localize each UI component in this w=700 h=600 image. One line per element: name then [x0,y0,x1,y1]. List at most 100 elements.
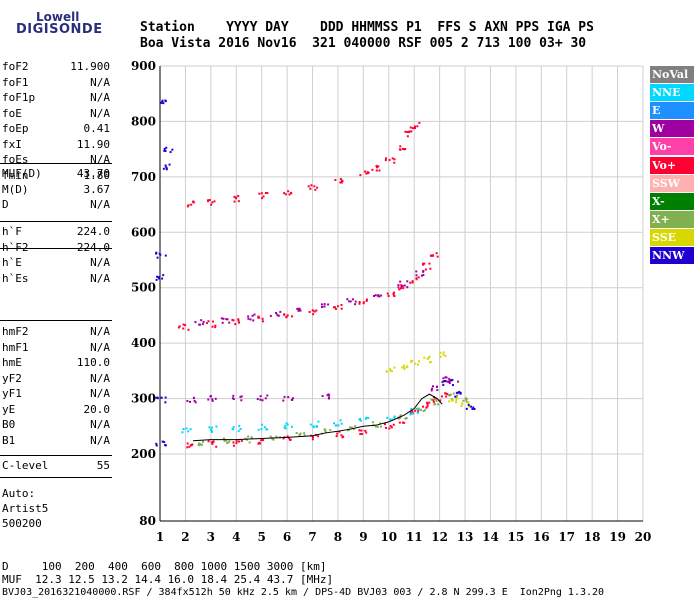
data-point [339,177,342,180]
data-point [297,309,300,312]
data-point [264,192,267,195]
param-row: hmF1 N/A [2,341,110,356]
param-name: hmF2 [2,325,29,338]
data-point [210,429,213,432]
data-point [441,381,444,384]
data-point [303,434,306,437]
data-point [367,171,370,174]
param-row: h`F 224.0 [2,225,110,240]
data-point [309,423,312,426]
data-point [165,146,168,149]
param-value: 43.70 [76,167,110,180]
param-name: foEs [2,153,29,166]
data-point [286,314,289,317]
data-point [409,413,412,416]
data-point [215,425,218,428]
data-point [188,445,191,448]
data-point [287,396,290,399]
param-name: fxI [2,137,22,151]
data-point [181,431,184,434]
param-separator [0,163,112,164]
data-point [164,99,167,102]
data-point [416,363,419,366]
data-point [328,394,331,397]
data-point [264,426,267,429]
data-point [415,407,418,410]
param-name: foF1p [2,91,36,104]
data-point [284,424,287,427]
data-point [161,277,164,280]
param-value: 224.0 [76,225,110,238]
data-point [422,269,425,272]
param-separator [0,221,112,222]
data-point [403,366,406,369]
x-tick-label: 4 [232,530,240,544]
data-point [410,360,413,363]
data-point [286,435,289,438]
data-point [397,284,400,287]
data-point [164,254,167,257]
data-point [161,99,164,102]
data-point [187,328,190,331]
data-point [214,397,217,400]
param-row: M(D) 3.67 [2,183,110,198]
data-point [291,397,294,400]
data-point [253,313,256,316]
data-point [366,298,369,301]
trace-line [193,393,443,442]
param-name: yE [2,402,16,416]
logo-line1: Lowell [36,10,80,24]
data-point [323,305,326,308]
data-point [264,397,267,400]
data-point [211,320,214,323]
data-point [430,398,433,401]
data-point [290,425,293,428]
data-point [266,192,269,195]
data-point [178,325,181,328]
data-point [445,380,448,383]
data-point [214,326,217,329]
param-value: N/A [90,371,110,385]
data-point [439,399,442,402]
data-point [164,164,167,167]
param-row: B1 N/A [2,434,110,449]
data-point [247,315,250,318]
data-point [288,193,291,196]
legend-item: W [650,120,694,138]
x-tick-label: 6 [283,530,291,544]
param-value: N/A [90,325,110,338]
data-point [417,410,420,413]
data-point [194,401,197,404]
data-point [271,437,274,440]
data-point [324,429,327,432]
data-point [393,291,396,294]
data-point [164,396,167,399]
data-point [288,437,291,440]
param-value: 224.0 [76,240,110,254]
data-point [251,314,254,317]
data-point [410,407,413,410]
data-point [385,426,388,429]
data-point [385,157,388,160]
data-point [158,252,161,255]
data-point [186,446,189,449]
x-tick-label: 14 [482,530,499,544]
data-point [427,356,430,359]
data-point [314,188,317,191]
data-point [237,200,240,203]
data-point [207,320,210,323]
y-tick-label: 300 [131,392,156,406]
param-value: N/A [90,256,110,269]
footer-file-info: BVJ03_2016321040000.RSF / 384fx512h 50 k… [2,587,605,598]
data-point [351,298,354,301]
data-point [337,424,340,427]
y-tick-label: 200 [131,447,156,461]
data-point [451,384,454,387]
data-point [406,286,409,289]
data-point [435,252,438,255]
data-point [448,382,451,385]
data-point [237,440,240,443]
param-value: 1.80 [83,168,111,182]
data-point [411,281,414,284]
data-point [398,148,401,151]
